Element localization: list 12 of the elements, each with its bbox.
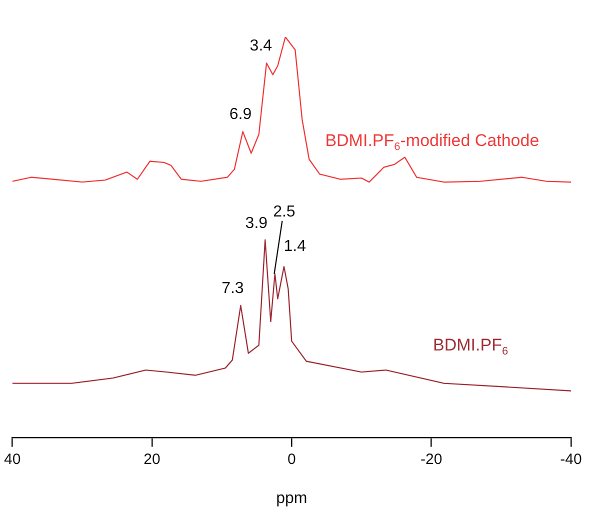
x-tick-label: 20 bbox=[144, 450, 160, 468]
x-tick-label: 0 bbox=[288, 450, 296, 468]
x-axis-title: ppm bbox=[276, 490, 308, 507]
x-tick-label: 40 bbox=[4, 450, 21, 468]
annotation: 3.4 bbox=[250, 37, 272, 54]
annotation: 6.9 bbox=[229, 106, 252, 123]
annotation: 1.4 bbox=[284, 238, 306, 256]
annotation: 3.9 bbox=[245, 215, 268, 232]
x-tick-label: -20 bbox=[420, 450, 442, 468]
annotation: 7.3 bbox=[222, 280, 244, 297]
annotation: 2.5 bbox=[273, 203, 296, 220]
x-tick-label: -40 bbox=[560, 450, 582, 468]
